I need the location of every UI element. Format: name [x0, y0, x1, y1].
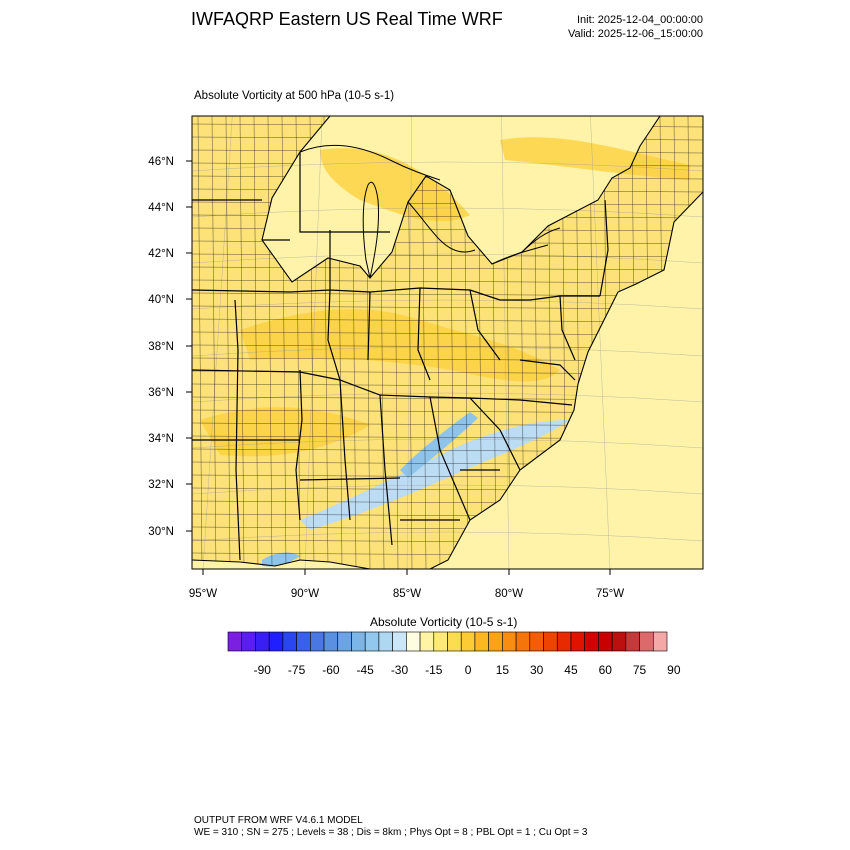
- colorbar-swatch: [447, 631, 462, 652]
- negative-vorticity-band: [262, 552, 300, 567]
- lat-label: 34°N: [148, 433, 174, 445]
- colorbar-tick-label: -15: [425, 663, 443, 677]
- lat-label: 32°N: [148, 479, 174, 491]
- colorbar-swatch: [255, 631, 270, 652]
- positive-vorticity-band: [200, 407, 370, 457]
- map-frame: [191, 115, 704, 570]
- colorbar-swatch: [639, 631, 654, 652]
- colorbar-swatch: [598, 631, 613, 652]
- init-valid-times: Init: 2025-12-04_00:00:00 Valid: 2025-12…: [520, 13, 703, 41]
- colorbar-swatch: [296, 631, 311, 652]
- colorbar-tick-label: 75: [633, 663, 647, 677]
- lat-label: 42°N: [148, 248, 174, 260]
- positive-vorticity-band: [500, 137, 690, 180]
- colorbar-swatch: [227, 631, 243, 652]
- colorbar-swatch: [337, 631, 352, 652]
- latitude-ticks: 46°N 44°N 42°N 40°N 38°N 36°N 34°N 32°N 30°N: [148, 156, 192, 538]
- longitude-ticks: 95°W 90°W 85°W 80°W 75°W: [189, 569, 624, 600]
- model-info-footer: OUTPUT FROM WRF V4.6.1 MODEL WE = 310 ; …: [194, 815, 587, 839]
- valid-time: Valid: 2025-12-06_15:00:00: [568, 28, 703, 40]
- lat-label: 30°N: [148, 526, 174, 538]
- colorbar-tick-label: 45: [564, 663, 578, 677]
- footer-line-2: WE = 310 ; SN = 275 ; Levels = 38 ; Dis …: [194, 827, 588, 838]
- lat-label: 46°N: [148, 156, 174, 168]
- colorbar-tick-label: -75: [288, 663, 306, 677]
- colorbar-swatch: [378, 631, 393, 652]
- colorbar-swatch: [364, 631, 380, 652]
- colorbar-swatch: [556, 631, 572, 652]
- init-time: Init: 2025-12-04_00:00:00: [577, 14, 703, 26]
- colorbar-tick-label: 60: [599, 663, 613, 677]
- colorbar-tick-label: -90: [254, 663, 272, 677]
- footer-line-1: OUTPUT FROM WRF V4.6.1 MODEL: [194, 815, 363, 826]
- negative-vorticity-band: [300, 420, 570, 530]
- colorbar-swatch: [351, 631, 366, 652]
- colorbar-swatch: [433, 631, 448, 652]
- colorbar-title: Absolute Vorticity (10-5 s-1): [370, 615, 518, 629]
- colorbar-tick-label: 15: [496, 663, 510, 677]
- colorbar-swatch: [268, 631, 284, 652]
- colorbar-tick-label: 90: [667, 663, 681, 677]
- colorbar-swatch: [625, 631, 640, 652]
- lat-label: 40°N: [148, 294, 174, 306]
- colorbar-swatch: [460, 631, 476, 652]
- colorbar-swatch: [652, 631, 668, 652]
- colorbar-swatch: [323, 631, 339, 652]
- colorbar-tick-label: 0: [465, 663, 472, 677]
- colorbar-swatch: [570, 631, 585, 652]
- colorbar-swatch: [241, 631, 256, 652]
- positive-vorticity-band: [320, 148, 470, 222]
- positive-vorticity-band: [240, 309, 560, 382]
- lon-label: 80°W: [495, 588, 523, 600]
- lat-label: 36°N: [148, 387, 174, 399]
- lat-label: 38°N: [148, 341, 174, 353]
- great-lakes-outline: [299, 144, 561, 279]
- colorbar-swatch: [282, 631, 297, 652]
- colorbar-swatch: [474, 631, 489, 652]
- political-boundaries: [192, 116, 703, 569]
- colorbar: -90 -75 -60 -45 -30 -15 0 15 30 45 60 75 90: [227, 631, 681, 677]
- colorbar-swatch: [584, 631, 599, 652]
- plot-title: IWFAQRP Eastern US Real Time WRF: [191, 9, 503, 29]
- lon-label: 90°W: [291, 588, 319, 600]
- state-borders: [192, 152, 609, 561]
- colorbar-swatch: [543, 631, 558, 652]
- coastline: [192, 116, 703, 569]
- colorbar-tick-label: -45: [357, 663, 375, 677]
- colorbar-swatch: [515, 631, 531, 652]
- colorbar-swatch: [529, 631, 544, 652]
- colorbar-swatch: [406, 631, 421, 652]
- colorbar-tick-label: -60: [322, 663, 340, 677]
- colorbar-tick-label: -30: [391, 663, 409, 677]
- colorbar-swatch: [419, 631, 435, 652]
- lon-label: 85°W: [393, 588, 421, 600]
- colorbar-swatch: [611, 631, 627, 652]
- field-subtitle: Absolute Vorticity at 500 hPa (10-5 s-1): [194, 90, 395, 102]
- map-field: [192, 116, 703, 569]
- colorbar-swatch: [488, 631, 503, 652]
- colorbar-tick-label: 30: [530, 663, 544, 677]
- lon-label: 75°W: [596, 588, 624, 600]
- lat-label: 44°N: [148, 202, 174, 214]
- colorbar-swatch: [392, 631, 407, 652]
- lon-label: 95°W: [189, 588, 217, 600]
- colorbar-swatch: [502, 631, 517, 652]
- graticule: [192, 116, 703, 569]
- colorbar-swatch: [310, 631, 325, 652]
